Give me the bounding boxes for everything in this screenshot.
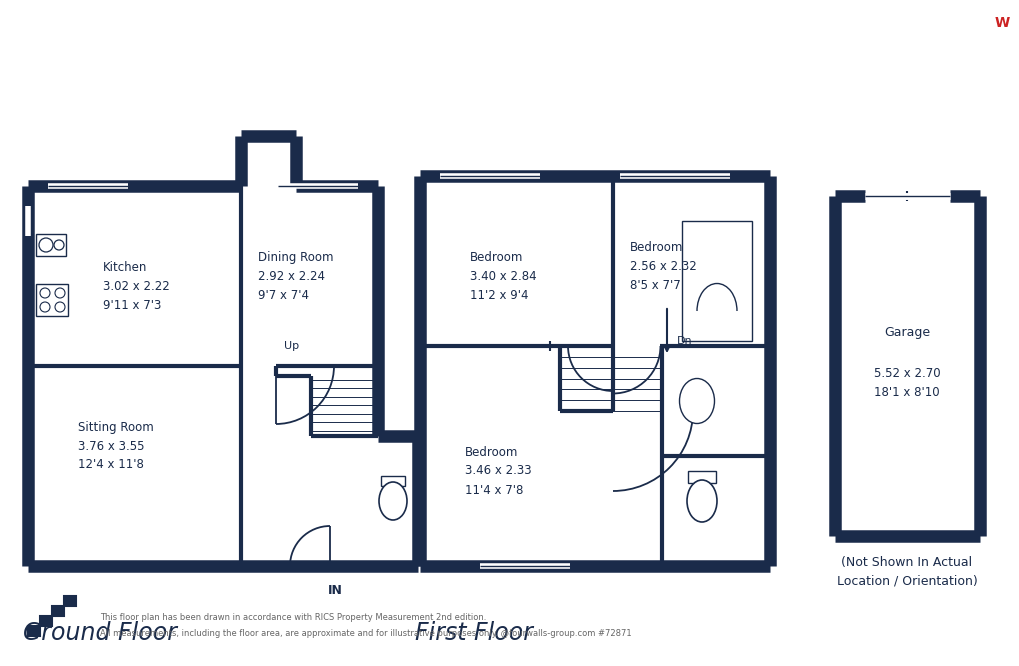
- Text: Dn: Dn: [677, 336, 692, 346]
- Text: 5.52 x 2.70
18'1 x 8'10: 5.52 x 2.70 18'1 x 8'10: [873, 367, 940, 399]
- Text: Bedroom
3.46 x 2.33
11'4 x 7'8: Bedroom 3.46 x 2.33 11'4 x 7'8: [465, 446, 531, 496]
- Text: Sitting Room
3.76 x 3.55
12'4 x 11'8: Sitting Room 3.76 x 3.55 12'4 x 11'8: [77, 420, 154, 472]
- Text: Bedroom
2.56 x 2.32
8'5 x 7'7: Bedroom 2.56 x 2.32 8'5 x 7'7: [630, 240, 696, 292]
- Text: All measurements, including the floor area, are approximate and for illustrative: All measurements, including the floor ar…: [100, 629, 631, 637]
- Text: IN: IN: [327, 584, 342, 597]
- Text: (Not Shown In Actual
Location / Orientation): (Not Shown In Actual Location / Orientat…: [836, 556, 976, 587]
- Bar: [682, 221, 751, 341]
- Bar: [36, 234, 66, 256]
- Text: Garage: Garage: [883, 326, 929, 338]
- Ellipse shape: [687, 480, 716, 522]
- Bar: [688, 471, 715, 483]
- Bar: [28, 626, 40, 636]
- Text: First Floor: First Floor: [415, 621, 533, 645]
- Bar: [40, 616, 52, 626]
- Text: Kitchen
3.02 x 2.22
9'11 x 7'3: Kitchen 3.02 x 2.22 9'11 x 7'3: [103, 260, 169, 312]
- Text: Dining Room
2.92 x 2.24
9'7 x 7'4: Dining Room 2.92 x 2.24 9'7 x 7'4: [258, 250, 333, 302]
- Text: Up: Up: [283, 341, 299, 351]
- Ellipse shape: [679, 378, 713, 424]
- Bar: [36, 284, 68, 316]
- Bar: [64, 596, 76, 606]
- Ellipse shape: [379, 482, 407, 520]
- Text: Ground Floor: Ground Floor: [23, 621, 177, 645]
- Bar: [52, 606, 64, 616]
- Bar: [381, 476, 405, 486]
- Text: Bedroom
3.40 x 2.84
11'2 x 9'4: Bedroom 3.40 x 2.84 11'2 x 9'4: [470, 250, 536, 302]
- Text: W: W: [994, 16, 1009, 30]
- Text: This floor plan has been drawn in accordance with RICS Property Measurement 2nd : This floor plan has been drawn in accord…: [100, 613, 486, 623]
